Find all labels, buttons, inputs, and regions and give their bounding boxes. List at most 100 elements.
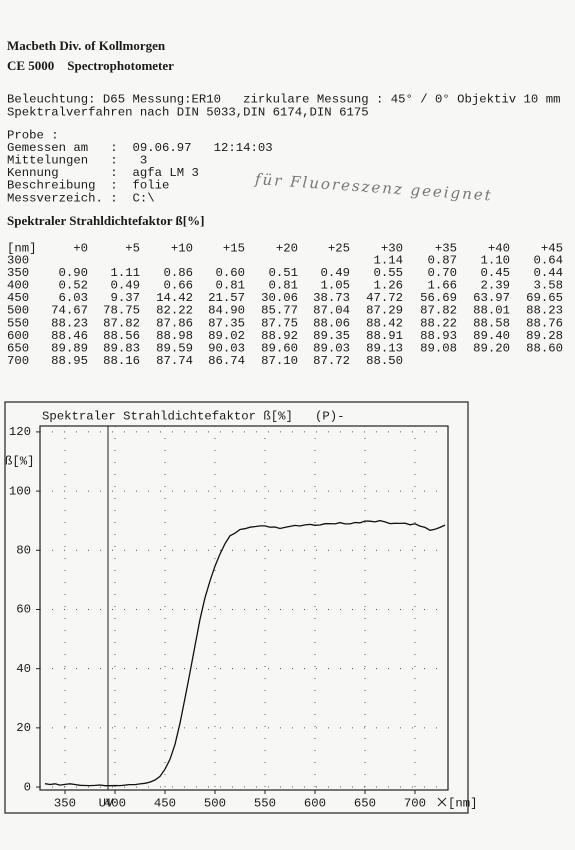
table-cell: 0.55 [373, 266, 403, 280]
table-cell: 0.44 [533, 266, 563, 280]
table-cell: 87.86 [156, 316, 193, 330]
table-cell: 86.74 [208, 354, 245, 368]
table-cell: +45 [541, 241, 563, 255]
table-cell: 88.56 [103, 329, 140, 343]
x-tick-label: 700 [404, 796, 426, 810]
x-tick-label: 500 [204, 796, 226, 810]
table-cell: 6.03 [58, 291, 88, 305]
table-cell: +5 [125, 241, 140, 255]
table-cell: 89.20 [473, 341, 510, 355]
table-cell: 0.90 [58, 266, 88, 280]
table-cell: 0.64 [533, 253, 563, 267]
probe-line: Mittelungen : 3 [7, 153, 147, 167]
table-cell: 89.59 [156, 341, 193, 355]
table-cell: 78.75 [103, 304, 140, 318]
table-cell: 89.03 [313, 341, 350, 355]
table-cell: 88.76 [526, 316, 563, 330]
table-cell: +20 [276, 241, 298, 255]
table-cell: 89.35 [313, 329, 350, 343]
table-cell: 350 [7, 266, 29, 280]
table-cell: 89.28 [526, 329, 563, 343]
table-cell: 56.69 [420, 291, 457, 305]
x-axis-label: [nm] [448, 796, 478, 810]
y-tick-label: 20 [16, 721, 31, 735]
table-cell: 0.51 [268, 266, 298, 280]
table-cell: 87.10 [261, 354, 298, 368]
table-cell: 69.65 [526, 291, 563, 305]
table-cell: 300 [7, 253, 29, 267]
table-cell: 88.01 [473, 304, 510, 318]
table-cell: 0.81 [268, 278, 298, 292]
table-cell: 87.04 [313, 304, 350, 318]
table-cell: +10 [171, 241, 193, 255]
table-cell: 88.16 [103, 354, 140, 368]
table-cell: 38.73 [313, 291, 350, 305]
table-cell: 87.72 [313, 354, 350, 368]
x-tick-label: 350 [54, 796, 76, 810]
table-cell: 3.58 [533, 278, 563, 292]
table-cell: 89.13 [366, 341, 403, 355]
table-cell: 85.77 [261, 304, 298, 318]
table-cell: 89.60 [261, 341, 298, 355]
table-cell: 87.74 [156, 354, 193, 368]
table-cell: 90.03 [208, 341, 245, 355]
table-cell: 84.90 [208, 304, 245, 318]
probe-line: Kennung : agfa LM 3 [7, 166, 199, 180]
table-cell: 88.23 [526, 304, 563, 318]
y-tick-label: 40 [16, 662, 31, 676]
table-cell: 88.46 [51, 329, 88, 343]
table-cell: 89.08 [420, 341, 457, 355]
table-cell: 88.93 [420, 329, 457, 343]
spectrum-line [44, 519, 446, 787]
table-cell: 0.45 [480, 266, 510, 280]
company: Macbeth Div. of Kollmorgen [7, 38, 166, 53]
y-tick-label: 0 [24, 780, 31, 794]
y-axis-label: ß[%] [5, 454, 35, 468]
table-cell: 650 [7, 341, 29, 355]
table-cell: 89.40 [473, 329, 510, 343]
table-cell: 88.92 [261, 329, 298, 343]
x-tick-label: 600 [304, 796, 326, 810]
table-cell: +0 [73, 241, 88, 255]
table-cell: 1.14 [373, 253, 403, 267]
table-cell: 0.66 [163, 278, 193, 292]
y-tick-label: 80 [16, 544, 31, 558]
table-cell: 600 [7, 329, 29, 343]
uv-label: UV [99, 796, 114, 810]
table-cell: 400 [7, 278, 29, 292]
probe-line: Gemessen am : 09.06.97 12:14:03 [7, 141, 273, 155]
table-cell: 87.29 [366, 304, 403, 318]
x-tick-label: 450 [154, 796, 176, 810]
table-cell: 30.06 [261, 291, 298, 305]
probe-line: Beschreibung : folie [7, 179, 169, 193]
table-cell: 0.52 [58, 278, 88, 292]
table-cell: 88.23 [51, 316, 88, 330]
table-cell: 88.91 [366, 329, 403, 343]
table-cell: 2.39 [480, 278, 510, 292]
table-cell: 0.49 [110, 278, 140, 292]
axis-arrow [437, 797, 447, 807]
table-cell: 0.70 [427, 266, 457, 280]
table-cell: 0.86 [163, 266, 193, 280]
table-cell: 88.98 [156, 329, 193, 343]
chart-frame [4, 401, 469, 814]
settings-line: Spektralverfahren nach DIN 5033,DIN 6174… [7, 105, 369, 119]
table-cell: 500 [7, 304, 29, 318]
model: CE 5000 Spectrophotometer [7, 58, 174, 73]
x-tick-label: 650 [354, 796, 376, 810]
table-cell: 1.10 [480, 253, 510, 267]
table-cell: 0.49 [320, 266, 350, 280]
table-cell: 14.42 [156, 291, 193, 305]
table-cell: +35 [435, 241, 457, 255]
table-title: Spektraler Strahldichtefaktor ß[%] [7, 213, 204, 228]
table-cell: +25 [328, 241, 350, 255]
y-tick-label: 100 [9, 484, 31, 498]
table-cell: [nm] [7, 241, 37, 255]
table-cell: 87.82 [420, 304, 457, 318]
table-cell: 82.22 [156, 304, 193, 318]
table-cell: 0.81 [215, 278, 245, 292]
table-cell: 88.95 [51, 354, 88, 368]
title-backdrop [38, 408, 368, 424]
